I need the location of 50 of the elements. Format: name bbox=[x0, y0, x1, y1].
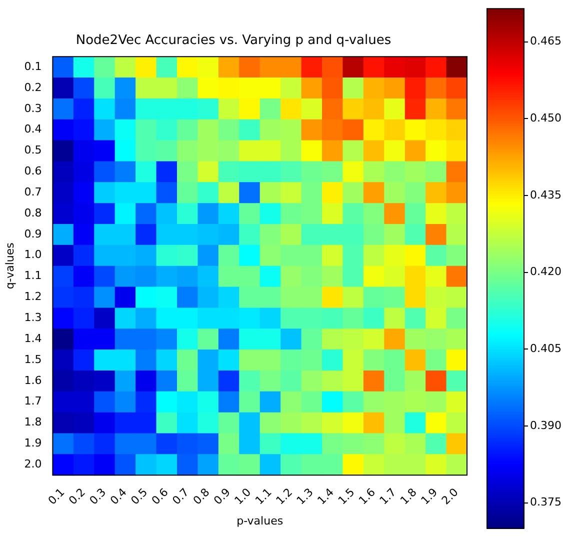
y-tick-label: 1.4 bbox=[24, 332, 42, 345]
x-tick-label: 1.0 bbox=[232, 486, 254, 508]
x-tick-label: 0.9 bbox=[211, 486, 233, 508]
color-bar-label: 0.390 bbox=[530, 418, 562, 432]
x-tick-label: 0.1 bbox=[46, 486, 68, 508]
x-tick-label: 0.6 bbox=[149, 486, 171, 508]
color-bar-label: 0.450 bbox=[530, 112, 562, 125]
y-tick-label: 1.2 bbox=[24, 290, 42, 304]
y-tick-label: 1.5 bbox=[24, 352, 42, 366]
x-tick-label: 1.2 bbox=[273, 486, 296, 508]
y-tick-label: 0.7 bbox=[24, 185, 42, 198]
x-tick-label: 1.3 bbox=[294, 486, 316, 508]
y-tick-label: 0.3 bbox=[24, 102, 42, 115]
y-axis-title: q-values bbox=[3, 242, 16, 290]
y-tick-label: 2.0 bbox=[24, 457, 42, 470]
y-tick-label: 0.8 bbox=[24, 206, 42, 220]
y-tick-label: 1.8 bbox=[24, 416, 42, 429]
color-bar-label: 0.420 bbox=[530, 265, 562, 278]
x-tick-label: 0.2 bbox=[66, 486, 88, 508]
y-tick-label: 0.4 bbox=[24, 122, 42, 136]
x-tick-label: 1.7 bbox=[377, 486, 399, 508]
color-bar-label: 0.435 bbox=[530, 188, 562, 202]
y-tick-label: 0.1 bbox=[24, 60, 42, 73]
y-tick-label: 1.0 bbox=[24, 248, 42, 262]
x-tick-label: 0.8 bbox=[190, 486, 212, 508]
chart-title: Node2Vec Accuracies vs. Varying p and q-values bbox=[76, 33, 392, 48]
x-tick-label: 2.0 bbox=[439, 486, 461, 508]
y-tick-label: 0.9 bbox=[24, 227, 42, 240]
y-tick-label: 0.6 bbox=[24, 164, 42, 178]
x-tick-label: 0.3 bbox=[87, 486, 109, 508]
x-axis-title: p-values bbox=[236, 514, 284, 528]
x-tick-label: 0.7 bbox=[170, 486, 192, 508]
x-tick-label: 0.4 bbox=[108, 486, 130, 508]
x-tick-label: 1.4 bbox=[314, 486, 336, 508]
y-tick-label: 0.2 bbox=[24, 80, 42, 94]
color-bar-label: 0.465 bbox=[530, 34, 562, 48]
y-tick-label: 1.3 bbox=[24, 311, 42, 324]
y-tick-label: 1.6 bbox=[24, 374, 42, 387]
x-tick-label: 1.6 bbox=[356, 486, 378, 508]
x-tick-label: 1.1 bbox=[252, 486, 274, 508]
x-tick-label: 1.9 bbox=[418, 486, 440, 508]
y-tick-label: 0.5 bbox=[24, 144, 42, 157]
color-bar-label: 0.375 bbox=[530, 496, 562, 509]
y-tick-label: 1.7 bbox=[24, 394, 42, 408]
x-tick-label: 0.5 bbox=[128, 486, 150, 508]
y-tick-label: 1.9 bbox=[24, 436, 42, 450]
y-tick-label: 1.1 bbox=[24, 269, 42, 282]
x-tick-label: 1.5 bbox=[336, 486, 358, 508]
x-tick-label: 1.8 bbox=[398, 486, 420, 508]
color-bar-label: 0.405 bbox=[530, 342, 562, 356]
